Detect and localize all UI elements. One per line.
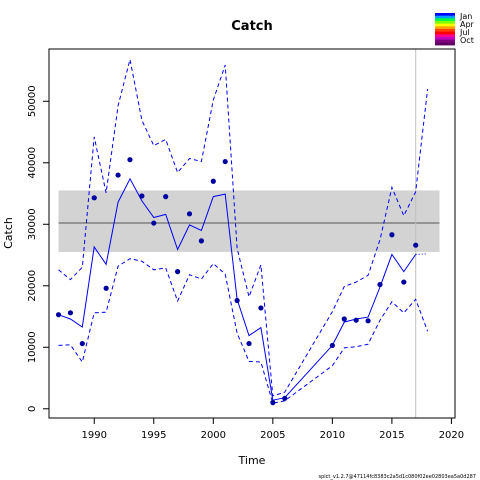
- observed-point: [174, 269, 181, 275]
- upper-bound-series: [58, 59, 429, 397]
- observed-point: [341, 316, 347, 322]
- x-axis: 1990 1995 2000 2005 2010 2015 2020: [82, 418, 464, 441]
- y-tick-label: 50000: [27, 85, 38, 117]
- plot-area: [55, 49, 440, 418]
- observed-point: [222, 158, 228, 165]
- observed-point: [329, 342, 335, 349]
- observed-point: [270, 400, 276, 406]
- observed-point: [91, 195, 97, 201]
- observed-point: [103, 285, 109, 291]
- legend-swatch: [435, 21, 455, 25]
- observed-point: [55, 312, 62, 318]
- observed-point: [401, 279, 407, 285]
- observed-point: [365, 318, 371, 324]
- y-tick-label: 40000: [27, 147, 38, 179]
- x-tick-label: 2000: [201, 430, 226, 441]
- observed-point: [127, 157, 133, 163]
- observed-point: [186, 211, 193, 217]
- observed-point: [258, 305, 264, 311]
- chart-title: Catch: [231, 19, 273, 34]
- y-axis: 0 10000 20000 30000 40000 50000: [27, 85, 49, 412]
- legend-swatch: [435, 23, 455, 27]
- reference-band: [58, 190, 440, 252]
- observed-point: [151, 220, 157, 226]
- legend-swatch: [435, 15, 455, 19]
- y-tick-label: 0: [27, 406, 38, 412]
- x-tick-label: 2005: [260, 430, 285, 441]
- legend-swatch: [435, 13, 455, 17]
- x-tick-label: 2020: [439, 430, 464, 441]
- legend-label: Jan: [459, 12, 472, 21]
- observed-point: [413, 242, 419, 248]
- legend-label: Apr: [460, 20, 475, 29]
- observed-point: [377, 281, 383, 288]
- x-axis-title: Time: [238, 454, 266, 467]
- observed-point: [246, 340, 252, 347]
- observed-point: [210, 178, 216, 184]
- x-tick-label: 1990: [82, 430, 107, 441]
- legend-swatch: [435, 37, 455, 41]
- legend-swatch: [435, 34, 455, 38]
- y-tick-label: 10000: [27, 331, 38, 363]
- version-footnote: spict_v1.2.7@47114fc8383c2a5d1c080f02ee0…: [319, 474, 477, 480]
- observed-point: [139, 193, 145, 199]
- lower-bound-series: [58, 258, 429, 404]
- legend-swatch: [435, 39, 455, 43]
- observed-point: [282, 395, 288, 401]
- y-tick-label: 30000: [27, 208, 38, 240]
- legend-label: Oct: [460, 36, 474, 45]
- observed-point: [198, 238, 204, 244]
- observed-point: [67, 310, 74, 316]
- y-axis-title: Catch: [2, 217, 15, 249]
- legend-swatch: [435, 31, 455, 35]
- observed-point: [115, 172, 121, 178]
- observed-point: [353, 317, 359, 323]
- legend-swatch: [435, 26, 455, 30]
- fitted-series: [58, 177, 417, 401]
- legend-label: Jul: [459, 28, 470, 37]
- observed-point: [79, 340, 85, 347]
- legend-swatch: [435, 29, 455, 33]
- forecast-series: [415, 253, 428, 255]
- y-tick-label: 20000: [27, 270, 38, 302]
- observed-point: [163, 194, 169, 200]
- x-tick-label: 2010: [320, 430, 345, 441]
- legend-swatch: [435, 18, 455, 22]
- x-tick-label: 2015: [379, 430, 404, 441]
- observed-point: [389, 232, 395, 238]
- plot-frame: [48, 48, 456, 419]
- legend-swatch: [435, 42, 455, 46]
- x-tick-label: 1995: [141, 430, 166, 441]
- observed-point: [234, 297, 240, 304]
